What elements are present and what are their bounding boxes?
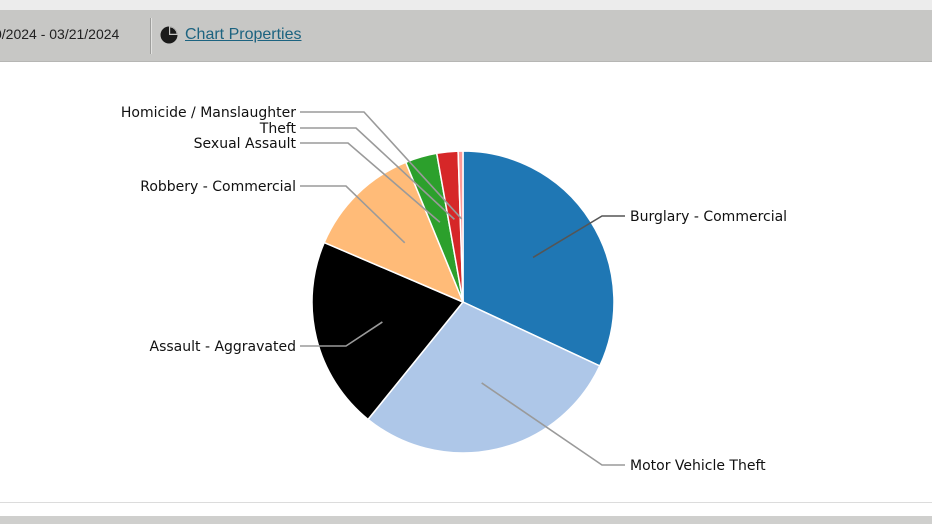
chart-toolbar: 0/2024 - 03/21/2024 Chart Properties <box>0 10 932 62</box>
bottom-strip <box>0 516 932 524</box>
leader-line <box>300 142 441 223</box>
pie-chart-icon <box>159 25 179 45</box>
leader-line <box>481 382 625 466</box>
leader-line <box>532 215 625 259</box>
date-range-label: 0/2024 - 03/21/2024 <box>0 26 120 42</box>
pie-slice-burglary-commercial[interactable] <box>462 150 615 367</box>
slice-label: Burglary - Commercial <box>630 209 787 225</box>
slice-label: Sexual Assault <box>194 136 297 152</box>
leader-line <box>300 185 406 244</box>
toolbar-divider <box>150 18 152 54</box>
slice-label: Theft <box>259 121 297 137</box>
slice-label: Robbery - Commercial <box>140 179 296 195</box>
leader-line <box>300 127 455 220</box>
slice-labels: Burglary - Commercial Motor Vehicle Theft… <box>121 105 787 474</box>
pie-chart: Burglary - Commercial Motor Vehicle Theft… <box>121 105 787 474</box>
pie-slice-homicide-manslaughter[interactable] <box>457 150 464 303</box>
chart-area: Burglary - Commercial Motor Vehicle Theft… <box>0 62 932 502</box>
slice-label: Homicide / Manslaughter <box>121 105 296 121</box>
chart-properties-link[interactable]: Chart Properties <box>185 26 302 43</box>
leader-line <box>300 111 463 220</box>
chart-bottom-border <box>0 502 932 503</box>
leader-line <box>300 321 383 347</box>
slice-label: Assault - Aggravated <box>150 339 297 355</box>
pie-slice-assault-aggravated[interactable] <box>311 241 465 421</box>
chart-properties-button[interactable]: Chart Properties <box>159 23 302 47</box>
pie-slice-motor-vehicle-theft[interactable] <box>366 301 601 454</box>
leader-lines <box>300 111 625 466</box>
slice-label: Motor Vehicle Theft <box>630 458 766 474</box>
